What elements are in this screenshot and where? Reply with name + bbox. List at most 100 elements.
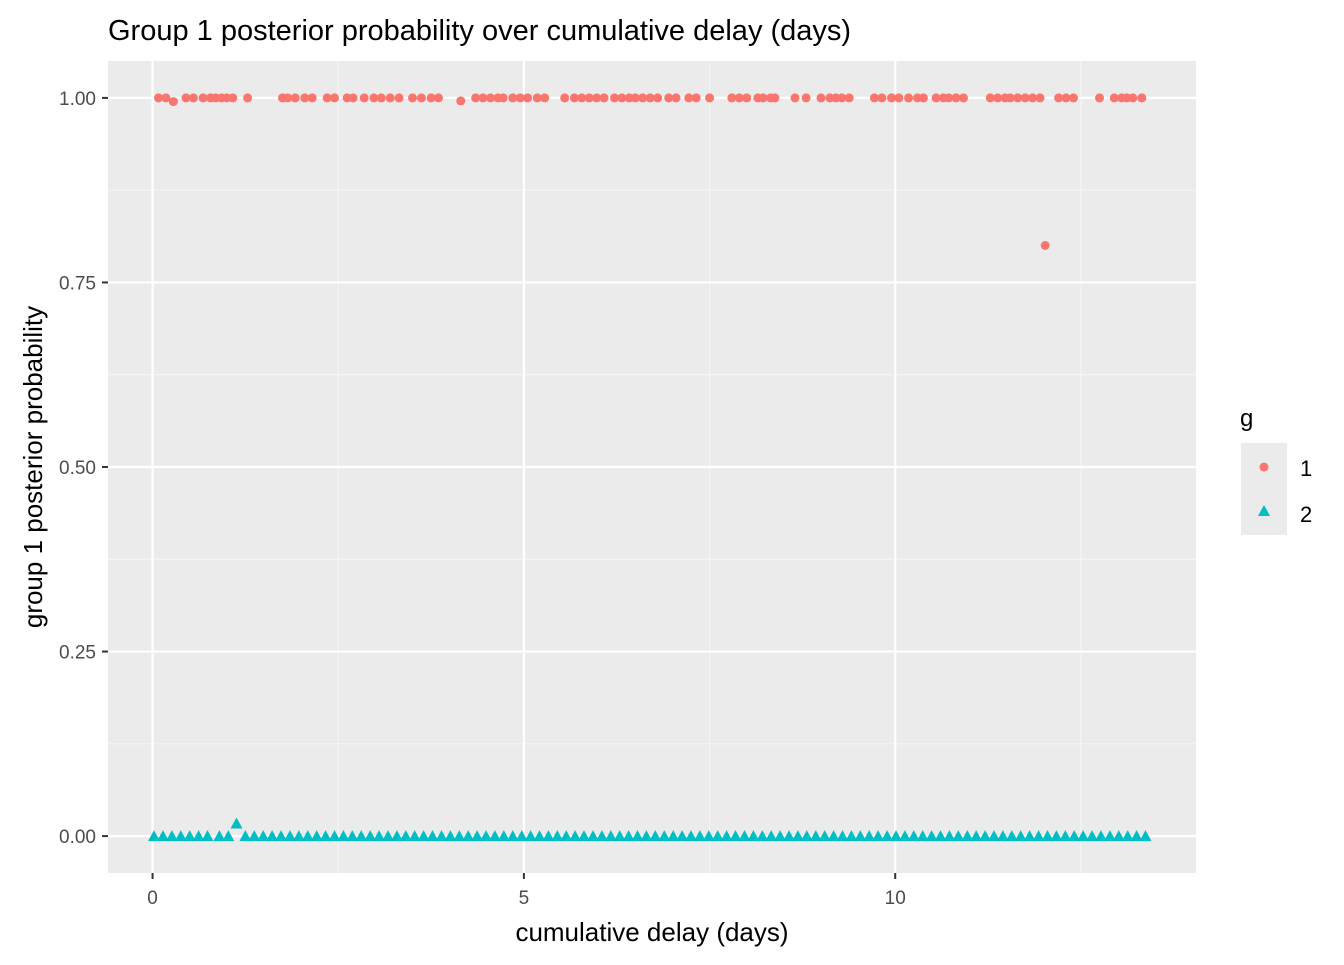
series-2-point [373,830,386,842]
series-1-point [577,93,587,103]
series-2-point [266,830,279,842]
y-tick-label: 1.00 [59,89,96,110]
y-axis: 0.00 0.25 0.50 0.75 1.00 [59,89,108,848]
y-tick-label: 0.25 [59,643,96,664]
legend-label-2: 2 [1300,502,1312,527]
series-2-point [222,830,235,842]
series-2-point [337,830,350,842]
series-1-point [283,93,293,103]
series-1-point [617,93,627,103]
series-1-point [705,93,715,103]
series-2-point [720,830,733,842]
series-2-point [916,830,929,842]
series-2-point [774,830,787,842]
series-2-point [426,830,439,842]
series-1-points [154,93,1147,250]
series-2-point [183,830,196,842]
series-2-point [961,830,974,842]
series-2-point [1139,830,1152,842]
series-2-point [230,817,243,829]
series-2-point [174,830,187,842]
series-1-point [894,93,904,103]
x-tick-label: 5 [519,888,530,909]
series-2-point [631,830,644,842]
series-1-point [1020,93,1030,103]
series-1-point [471,93,481,103]
series-1-point [1069,93,1078,103]
series-1-point [188,93,198,103]
series-2-point [213,830,226,842]
series-2-point [854,830,867,842]
series-2-point [1077,830,1090,842]
series-2-point [435,830,448,842]
series-1-point [1109,93,1119,103]
series-1-point [887,93,896,103]
y-tick-label: 0.75 [59,273,96,294]
series-2-point [399,830,412,842]
series-1-point [1095,93,1104,103]
series-2-point [925,830,938,842]
series-1-point [584,93,594,103]
series-2-point [1086,830,1098,842]
series-1-point [1035,93,1045,103]
x-axis-label: cumulative delay (days) [515,917,788,947]
series-1-point [610,93,619,103]
series-1-point [816,93,826,103]
series-2-point [1103,830,1116,842]
series-2-point [382,830,394,842]
series-2-point [809,830,822,842]
series-1-point [691,93,701,103]
series-1-point [985,93,995,103]
series-1-point [515,93,525,103]
series-2-point [551,830,564,842]
series-2-point [943,830,956,842]
series-1-point [523,93,533,103]
series-2-point [355,830,368,842]
series-1-point [1028,93,1038,103]
series-1-point [161,93,171,103]
series-1-point [486,93,495,103]
series-2-point [1121,830,1134,842]
series-1-point [742,93,752,103]
series-1-point [844,93,854,103]
chart-title: Group 1 posterior probability over cumul… [108,15,851,47]
series-1-point [508,93,518,103]
series-2-point [248,830,261,842]
series-2-point [836,830,849,842]
series-2-point [756,830,769,842]
series-1-point [540,93,550,103]
series-2-point [310,830,323,842]
series-2-point [1032,830,1045,842]
series-1-point [181,93,191,103]
series-2-point [676,830,689,842]
series-2-point [480,830,492,842]
series-1-point [592,93,602,103]
series-2-point [845,830,858,842]
series-2-point [192,830,205,842]
y-tick-label: 0.00 [59,827,96,848]
series-1-point [456,96,466,106]
series-1-point [408,93,417,103]
series-2-point [471,830,484,842]
series-1-point [1061,93,1071,103]
series-1-point [1005,93,1015,103]
series-2-point [417,830,430,842]
series-2-point [390,830,403,842]
series-2-point [408,830,421,842]
series-1-point [869,93,879,103]
y-axis-label: group 1 posterior probability [18,306,48,628]
series-1-point [944,93,954,103]
series-2-point [1094,830,1107,842]
series-2-point [711,830,724,842]
y-tick-label: 0.50 [59,458,96,479]
series-1-point [498,93,508,103]
series-1-point [1128,93,1138,103]
series-2-point [934,830,947,842]
series-1-point [307,93,317,103]
series-2-point [827,830,840,842]
series-1-point [727,93,737,103]
series-2-point [613,830,626,842]
series-1-point [1013,93,1023,103]
series-2-point [1014,830,1027,842]
